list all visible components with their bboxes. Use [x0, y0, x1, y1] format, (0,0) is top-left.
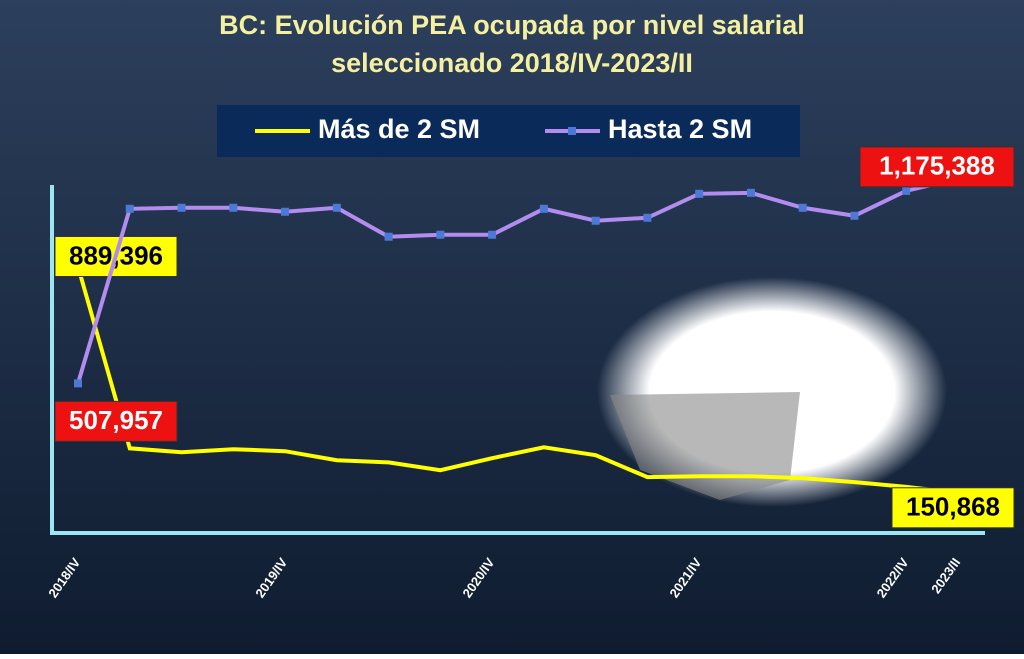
data-point: [229, 203, 238, 212]
data-point: [488, 230, 497, 239]
data-label-box: [891, 487, 1015, 529]
legend-box: [217, 105, 800, 157]
series-line: [76, 265, 959, 495]
data-point: [798, 203, 807, 212]
data-point: [902, 186, 911, 195]
data-point: [332, 203, 341, 212]
data-point: [177, 203, 186, 212]
data-point: [591, 216, 600, 225]
data-point: [746, 188, 755, 197]
data-point: [74, 379, 82, 388]
data-point: [695, 189, 704, 198]
series-line: [76, 176, 959, 384]
legend-label: Más de 2 SM: [318, 114, 480, 144]
legend-label: Hasta 2 SM: [608, 114, 752, 144]
data-point: [643, 213, 652, 222]
data-point: [125, 204, 134, 213]
data-point: [281, 207, 290, 216]
data-label-box: [859, 146, 1015, 188]
data-point: [850, 211, 859, 220]
chart-title: BC: Evolución PEA ocupada por nivel sala…: [219, 10, 805, 40]
data-label: 1,175,388: [879, 151, 995, 181]
data-label: 507,957: [69, 405, 163, 435]
data-point: [436, 230, 445, 239]
data-label-box: [54, 400, 178, 442]
legend-marker: [568, 127, 576, 135]
data-label: 150,868: [906, 492, 1000, 522]
data-point: [539, 204, 548, 213]
chart-subtitle: seleccionado 2018/IV-2023/II: [331, 48, 693, 78]
data-point: [384, 232, 393, 241]
cartoon-cliff: [610, 392, 800, 500]
